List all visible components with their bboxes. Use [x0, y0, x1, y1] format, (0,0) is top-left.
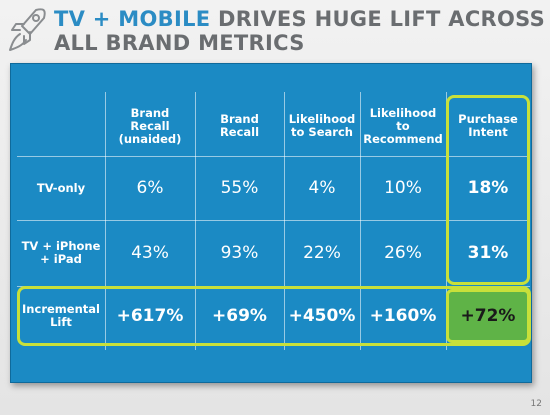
- purchase-intent-lift-cell: +72%: [446, 289, 530, 343]
- lift-cell: +69%: [212, 306, 267, 326]
- value-cell: 55%: [220, 178, 259, 198]
- value-cell: 43%: [131, 243, 169, 263]
- value-cell: 4%: [308, 178, 336, 198]
- rocket-logo-icon: [9, 8, 46, 51]
- value-cell: 10%: [384, 178, 422, 198]
- page-number: 12: [530, 399, 542, 409]
- grid-line: [195, 92, 196, 350]
- title-line-2: ALL BRAND METRICS: [54, 31, 305, 55]
- purchase-intent-highlight: [446, 95, 530, 285]
- value-cell: 22%: [303, 243, 341, 263]
- grid-line: [17, 220, 530, 221]
- grid-line: [17, 156, 530, 157]
- title-rest: DRIVES HUGE LIFT ACROSS: [210, 7, 546, 31]
- title-accent: TV + MOBILE: [54, 7, 211, 31]
- lift-cell: +160%: [369, 306, 437, 326]
- row-label-tv-iphone-ipad: TV + iPhone + iPad: [21, 239, 101, 266]
- value-cell: 26%: [384, 243, 422, 263]
- header-brand-recall: Brand Recall: [219, 112, 260, 139]
- header-likelihood-to-search: Likelihood to Search: [288, 112, 356, 139]
- page-title: TV + MOBILE DRIVES HUGE LIFT ACROSS ALL …: [54, 7, 545, 55]
- value-cell: 6%: [136, 178, 164, 198]
- grid-line: [284, 92, 285, 350]
- value-cell-purchase-intent: 31%: [467, 243, 509, 263]
- header-brand-recall-unaided: Brand Recall (unaided): [118, 105, 182, 146]
- lift-cell: +450%: [288, 306, 356, 326]
- data-panel: [10, 63, 532, 383]
- grid-line: [105, 92, 106, 350]
- grid-line: [360, 92, 361, 350]
- lift-cell: +617%: [116, 306, 184, 326]
- row-label-incremental-lift: Incremental Lift: [22, 302, 100, 329]
- header-likelihood-to-recommend: Likelihood to Recommend: [363, 105, 443, 146]
- header-purchase-intent: Purchase Intent: [458, 112, 518, 139]
- value-cell: 93%: [220, 243, 259, 263]
- value-cell-purchase-intent: 18%: [467, 178, 509, 198]
- row-label-tv-only: TV-only: [36, 180, 86, 195]
- metrics-table: Brand Recall (unaided) Brand Recall Like…: [17, 92, 530, 350]
